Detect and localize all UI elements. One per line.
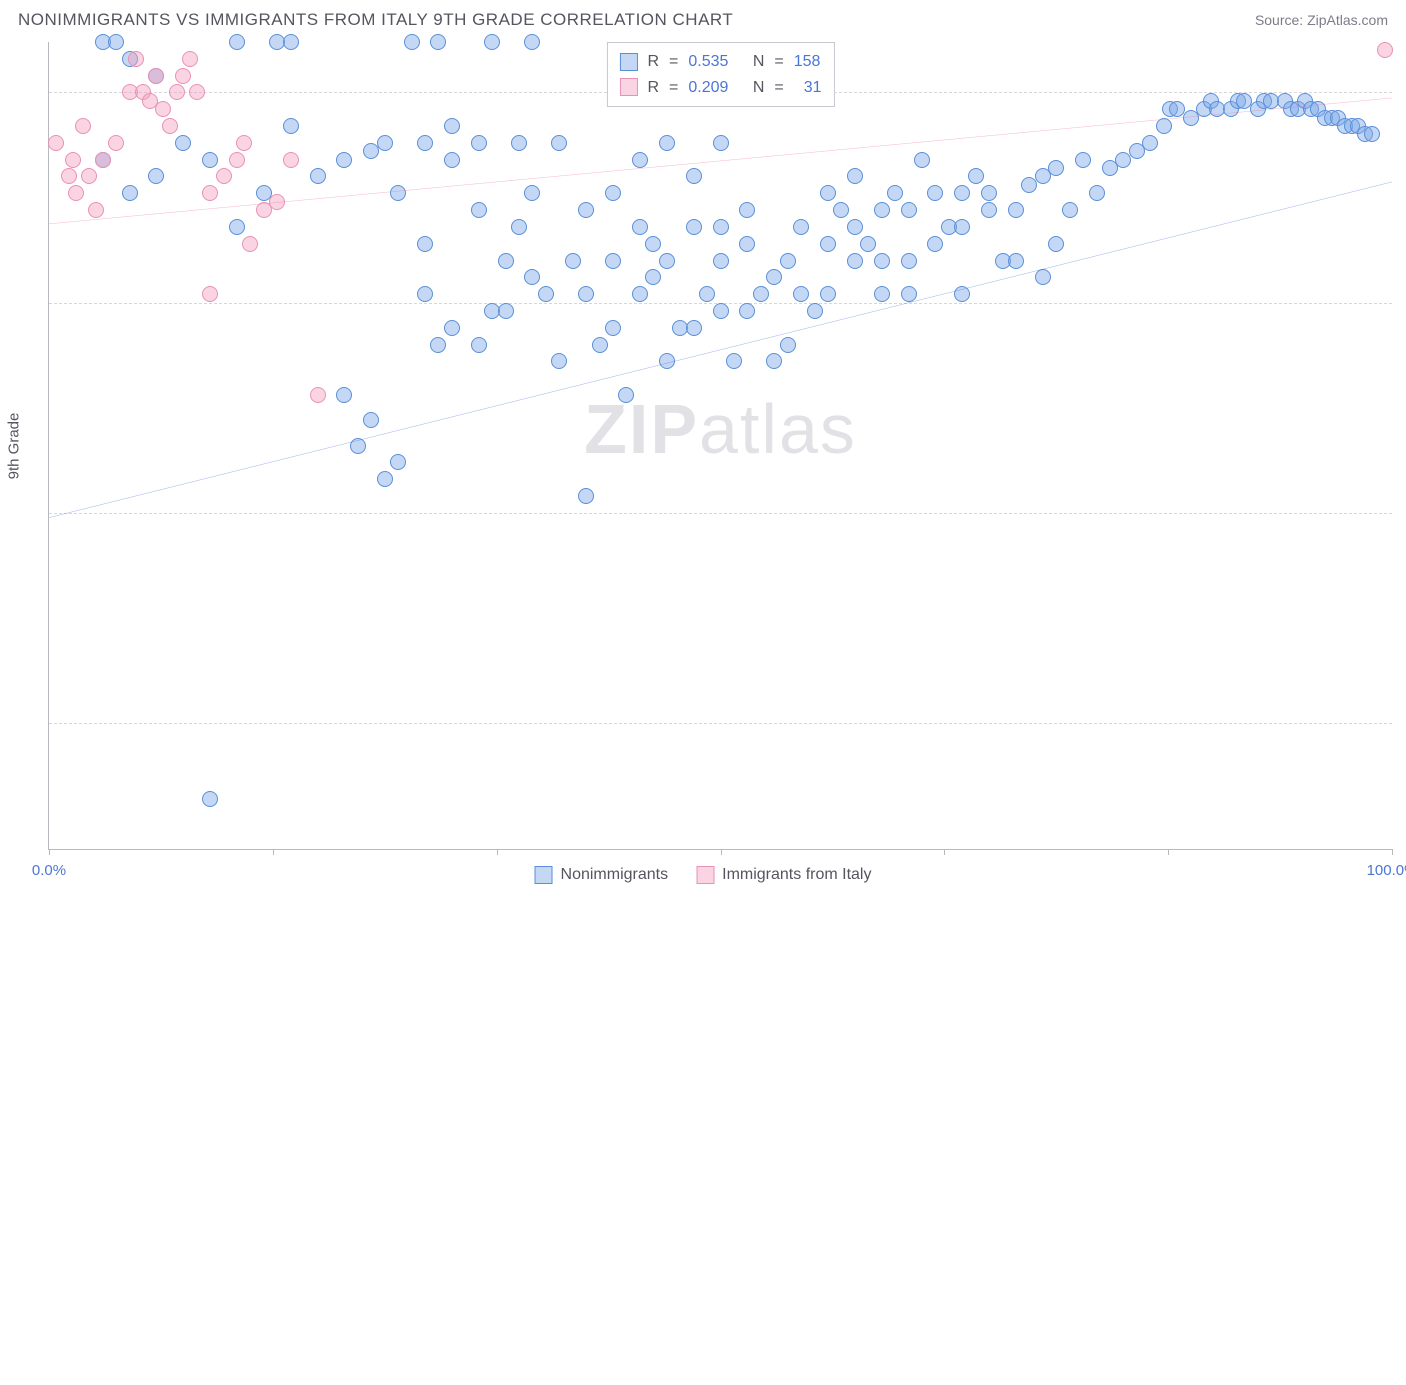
y-tick-label: 75.0% — [1402, 504, 1406, 521]
y-tick-label: 87.5% — [1402, 294, 1406, 311]
scatter-chart: ZIPatlas R = 0.535 N = 158 R = 0.209 N =… — [48, 42, 1392, 850]
y-tick-label: 100.0% — [1402, 84, 1406, 101]
source-label: Source: ZipAtlas.com — [1255, 12, 1388, 28]
n-value-immigrants: 31 — [794, 75, 822, 101]
trend-line — [49, 182, 1392, 518]
r-value-nonimmigrants: 0.535 — [688, 49, 728, 75]
y-tick-label: 62.5% — [1402, 714, 1406, 731]
plot-svg — [49, 42, 1392, 1385]
chart-title: NONIMMIGRANTS VS IMMIGRANTS FROM ITALY 9… — [18, 10, 733, 30]
y-axis-label: 9th Grade — [6, 413, 23, 480]
swatch-nonimmigrants — [619, 53, 637, 71]
legend-correlation: R = 0.535 N = 158 R = 0.209 N = 31 — [606, 42, 834, 107]
x-tick — [1392, 849, 1393, 855]
n-value-nonimmigrants: 158 — [794, 49, 821, 75]
trend-line — [49, 98, 1392, 224]
r-value-immigrants: 0.209 — [688, 75, 728, 101]
swatch-immigrants — [619, 78, 637, 96]
